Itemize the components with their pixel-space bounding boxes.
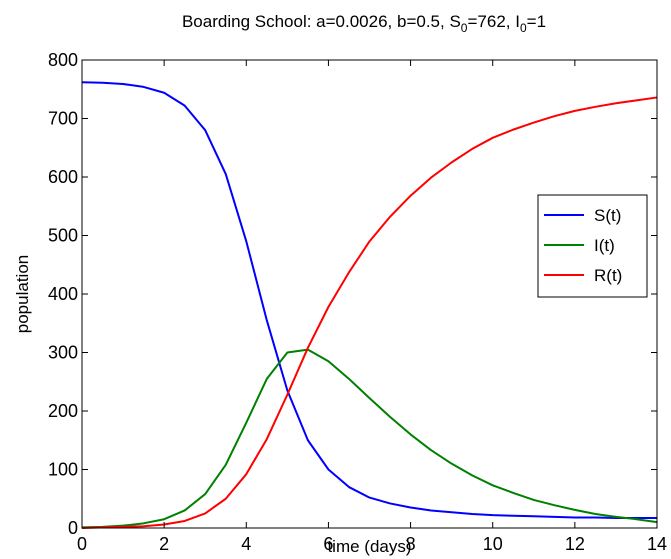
y-tick-label: 600 [48, 167, 78, 187]
axis-ticks: 0 2 4 6 8 10 12 14 0 100 200 300 400 500 600 700 800 [48, 50, 667, 554]
y-tick-label: 0 [68, 518, 78, 538]
x-tick-label: 10 [483, 534, 503, 554]
series-line-3 [81, 96, 658, 529]
plot-lines [81, 81, 658, 529]
y-tick-label: 700 [48, 109, 78, 129]
x-tick-label: 14 [647, 534, 667, 554]
y-tick-label: 500 [48, 226, 78, 246]
x-tick-label: 6 [323, 534, 333, 554]
y-axis-label: population [13, 255, 32, 333]
x-axis-label: time (days) [327, 537, 411, 556]
y-tick-label: 100 [48, 460, 78, 480]
y-tick-label: 800 [48, 50, 78, 70]
series-line-2 [81, 348, 658, 529]
x-tick-label: 2 [159, 534, 169, 554]
y-tick-label: 200 [48, 401, 78, 421]
x-tick-label: 12 [565, 534, 585, 554]
x-tick-label: 8 [406, 534, 416, 554]
legend-label: S(t) [594, 206, 621, 225]
chart-title: Boarding School: a=0.0026, b=0.5, S0=762… [182, 12, 546, 35]
y-tick-label: 400 [48, 284, 78, 304]
series-line-1 [81, 81, 657, 520]
legend-label: I(t) [594, 236, 615, 255]
y-tick-label: 300 [48, 343, 78, 363]
x-tick-label: 4 [241, 534, 251, 554]
x-tick-label: 0 [77, 534, 87, 554]
legend: S(t) I(t) R(t) [537, 194, 648, 298]
legend-label: R(t) [594, 266, 622, 285]
